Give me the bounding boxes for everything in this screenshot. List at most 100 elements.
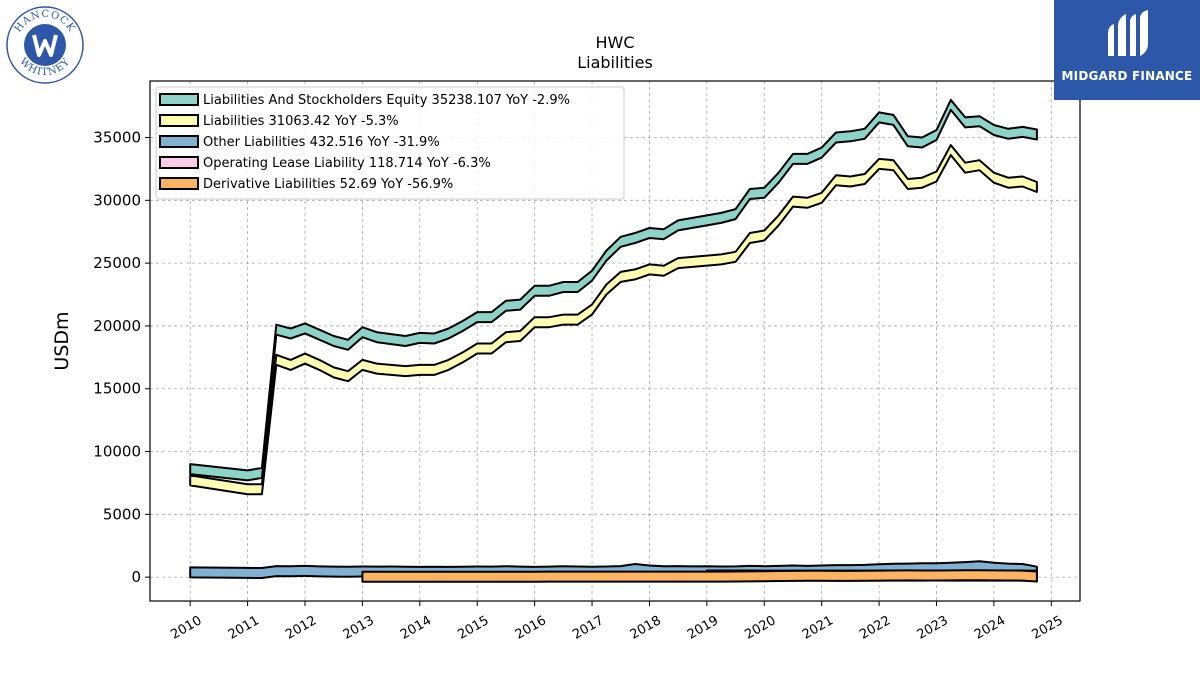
series-1-point <box>993 177 994 178</box>
series-4-point <box>749 576 750 577</box>
series-2-point <box>993 567 994 568</box>
series-0-point <box>448 333 449 334</box>
x-tick-label: 2021 <box>800 613 836 643</box>
series-0-point <box>1022 131 1023 132</box>
series-0-point <box>591 275 592 276</box>
series-0-point <box>635 237 636 238</box>
series-0-point <box>276 329 277 330</box>
series-4-point <box>663 576 664 577</box>
series-0-point <box>850 136 851 137</box>
series-0-point <box>376 337 377 338</box>
series-2-point <box>965 567 966 568</box>
series-4-point <box>721 576 722 577</box>
x-tick-label: 2020 <box>742 613 778 643</box>
series-1-point <box>635 274 636 275</box>
series-1-point <box>1022 181 1023 182</box>
series-4-point <box>491 576 492 577</box>
series-band-0 <box>189 98 1038 482</box>
series-4-point <box>520 576 521 577</box>
series-0-point <box>792 158 793 159</box>
series-4-point <box>649 576 650 577</box>
series-1-point <box>247 489 248 490</box>
series-1-point <box>749 237 750 238</box>
series-0-point <box>534 290 535 291</box>
x-tick-label: 2013 <box>341 613 377 643</box>
legend-label: Liabilities 31063.42 YoY -5.3% <box>203 114 399 129</box>
series-4-point <box>764 576 765 577</box>
series-0-point <box>606 255 607 256</box>
series-0-point <box>936 134 937 135</box>
series-4-point <box>462 576 463 577</box>
series-1-point <box>764 235 765 236</box>
series-2-point <box>348 571 349 572</box>
series-1-point <box>663 270 664 271</box>
series-0-point <box>491 317 492 318</box>
legend-box <box>155 86 625 200</box>
series-1-point <box>419 369 420 370</box>
series-1-point <box>706 260 707 261</box>
x-tick-label: 2016 <box>513 613 549 643</box>
series-1-point <box>477 348 478 349</box>
series-4-point <box>692 576 693 577</box>
series-4-point <box>635 576 636 577</box>
series-4-point <box>792 575 793 576</box>
hancock-whitney-logo: HANCOCK WHITNEY <box>5 5 85 85</box>
series-0-point <box>749 193 750 194</box>
x-tick-label: 2025 <box>1029 613 1065 643</box>
series-4-point <box>922 575 923 576</box>
legend-swatch <box>159 135 199 148</box>
series-1-point <box>922 182 923 183</box>
series-0-point <box>807 158 808 159</box>
x-axis: 2010 2011 2012 2013 2014 2015 2016 2017 2018 2019… <box>168 601 1066 643</box>
series-0-point <box>434 338 435 339</box>
series-2-point <box>290 571 291 572</box>
series-4-point <box>362 576 363 577</box>
series-2-point <box>907 568 908 569</box>
legend-label: Derivative Liabilities 52.69 YoY -56.9% <box>203 177 453 192</box>
series-1-point <box>304 358 305 359</box>
series-0-point <box>950 104 951 105</box>
series-2-point <box>261 572 262 573</box>
series-0-point <box>405 340 406 341</box>
legend-label: Other Liabilities 432.516 YoY -31.9% <box>203 135 440 150</box>
series-1-point <box>405 371 406 372</box>
y-tick-label: 20000 <box>93 317 141 335</box>
series-1-point <box>376 368 377 369</box>
series-1-point <box>879 163 880 164</box>
series-0-point <box>893 119 894 120</box>
series-1-point <box>290 364 291 365</box>
series-1-point <box>520 335 521 336</box>
series-0-point <box>706 220 707 221</box>
series-2-point <box>304 570 305 571</box>
y-tick-label: 0 <box>131 568 141 586</box>
series-0-point <box>864 133 865 134</box>
series-1-point <box>391 369 392 370</box>
x-tick-label: 2022 <box>857 613 893 643</box>
series-0-point <box>577 286 578 287</box>
series-1-point <box>678 263 679 264</box>
series-0-point <box>462 325 463 326</box>
series-0-point <box>764 192 765 193</box>
y-axis: 0 5000 10000 15000 20000 25000 30000 35000 <box>93 129 150 586</box>
series-0-point <box>620 241 621 242</box>
series-0-point <box>190 469 191 470</box>
series-2-point <box>1022 568 1023 569</box>
plot-frame <box>149 80 1081 602</box>
series-0-point <box>391 339 392 340</box>
series-0-point <box>721 217 722 218</box>
series-2-point <box>950 567 951 568</box>
series-0-point <box>333 340 334 341</box>
series-0-point <box>419 337 420 338</box>
x-tick-label: 2015 <box>455 613 491 643</box>
series-0-point <box>979 121 980 122</box>
series-0-point <box>505 305 506 306</box>
series-1-point <box>362 364 363 365</box>
series-2-point <box>893 568 894 569</box>
midgard-finance-text: MIDGARD FINANCE <box>1061 69 1193 83</box>
series-4-point <box>505 576 506 577</box>
y-axis-label: USDm <box>51 311 73 370</box>
series-0-point <box>835 137 836 138</box>
legend-swatch <box>159 177 199 190</box>
series-1-point <box>965 167 966 168</box>
series-4-point <box>893 575 894 576</box>
